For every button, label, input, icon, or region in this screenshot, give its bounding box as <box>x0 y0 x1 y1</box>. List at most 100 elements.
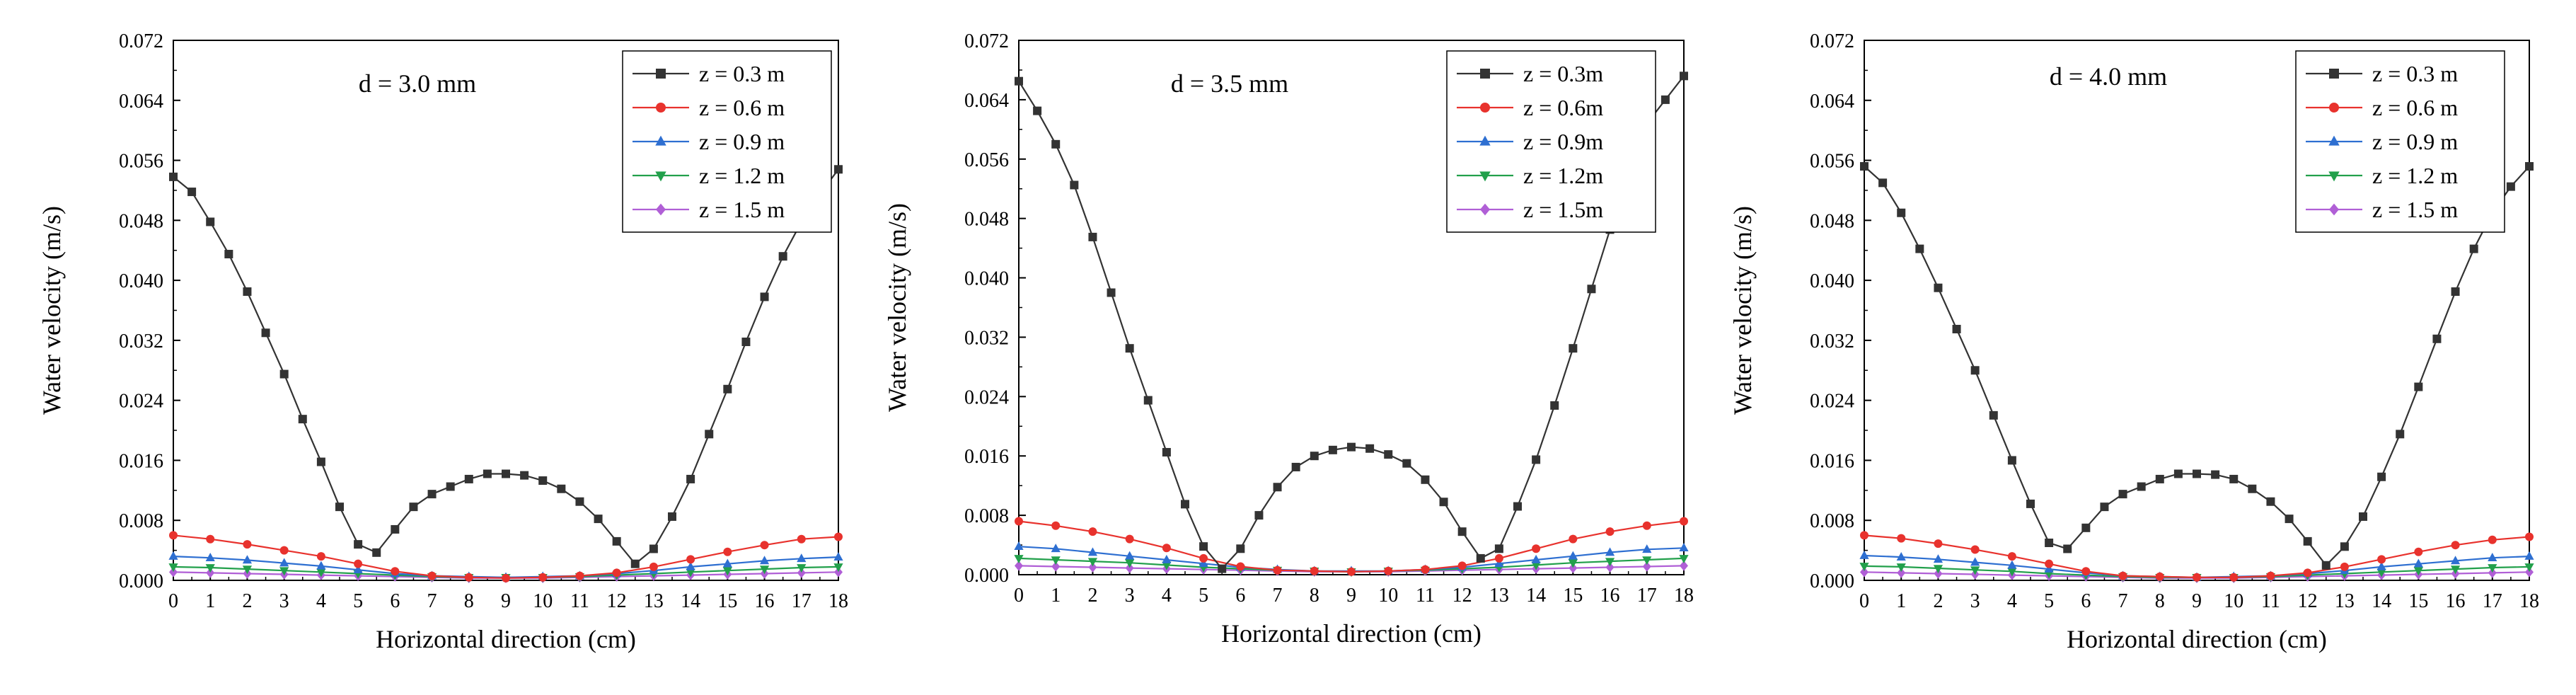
x-tick-label: 12 <box>1452 585 1472 607</box>
data-point <box>1860 531 1869 540</box>
data-point <box>2488 535 2497 544</box>
y-tick-label: 0.048 <box>1810 210 1854 232</box>
data-point <box>759 556 770 565</box>
data-point <box>1015 517 1023 526</box>
legend-marker <box>1479 171 1491 182</box>
data-point <box>1162 554 1172 563</box>
data-point <box>1680 561 1688 571</box>
data-point <box>354 540 363 549</box>
legend-label: z = 0.6 m <box>2372 95 2458 120</box>
x-tick-label: 18 <box>2519 590 2539 612</box>
data-point <box>2045 539 2054 548</box>
data-point <box>2229 573 2239 582</box>
data-point <box>2007 552 2016 561</box>
data-point <box>279 369 289 379</box>
data-point <box>759 565 770 575</box>
data-point <box>797 568 806 578</box>
y-tick-label: 0.024 <box>119 391 163 413</box>
data-point <box>1015 561 1023 571</box>
data-point <box>2359 512 2367 521</box>
x-tick-label: 13 <box>1489 585 1509 607</box>
legend-marker <box>656 203 666 216</box>
data-point <box>612 568 621 578</box>
legend-marker <box>656 69 666 79</box>
data-point <box>427 490 437 499</box>
data-point <box>2376 561 2386 570</box>
chart-panel-1: 0 1 2 3 4 5 6 7 8 9 10 11 12 13 14 15 16 17 180.0000.0080.… <box>37 30 848 653</box>
y-tick-label: 0.040 <box>1810 270 1854 292</box>
data-point <box>316 552 325 561</box>
data-point <box>169 531 178 540</box>
series-line <box>1018 520 1685 573</box>
data-point <box>261 328 270 338</box>
data-point <box>2081 523 2091 532</box>
data-point <box>2248 484 2257 493</box>
data-point <box>2525 162 2534 171</box>
x-tick-label: 18 <box>828 590 848 612</box>
data-point <box>575 497 584 506</box>
data-point <box>1878 178 1888 188</box>
legend-marker <box>655 171 666 182</box>
diameter-annotation: d = 3.0 mm <box>359 69 476 98</box>
data-point <box>686 568 695 578</box>
data-point <box>520 471 529 480</box>
data-point <box>557 484 566 493</box>
data-point <box>2451 541 2460 550</box>
data-point <box>1859 563 1869 572</box>
data-point <box>2007 568 2017 577</box>
x-tick-label: 4 <box>2007 590 2017 612</box>
x-tick-label: 12 <box>2298 590 2318 612</box>
data-point <box>2414 547 2423 556</box>
x-tick-label: 16 <box>2446 590 2466 612</box>
data-point <box>1568 551 1578 560</box>
x-tick-label: 11 <box>1416 585 1435 607</box>
x-tick-label: 17 <box>792 590 812 612</box>
x-tick-label: 3 <box>1125 585 1135 607</box>
data-point <box>2063 544 2072 553</box>
series-z-0.6m <box>1015 517 1688 576</box>
data-point <box>760 292 769 301</box>
data-point <box>722 558 732 568</box>
data-point <box>1532 544 1541 553</box>
data-point <box>1070 180 1079 190</box>
y-tick-label: 0.032 <box>964 327 1009 349</box>
data-point <box>723 547 732 556</box>
data-point <box>1291 462 1300 471</box>
data-point <box>1587 285 1596 294</box>
data-point <box>2266 497 2275 506</box>
data-point <box>1236 544 1245 553</box>
legend-label: z = 0.6m <box>1523 95 1603 120</box>
data-point <box>2376 568 2386 578</box>
data-point <box>612 536 621 546</box>
series-line <box>1864 534 2530 578</box>
data-point <box>1897 534 1906 543</box>
data-point <box>1125 551 1135 560</box>
data-point <box>391 567 400 576</box>
y-tick-label: 0.016 <box>1810 450 1854 472</box>
data-point <box>2045 559 2054 568</box>
data-point <box>1199 553 1208 563</box>
x-tick-label: 15 <box>717 590 737 612</box>
legend-label: z = 0.3m <box>1523 61 1603 86</box>
data-point <box>1273 565 1282 575</box>
data-point <box>169 567 178 578</box>
data-point <box>1162 447 1171 456</box>
legend: z = 0.3 m z = 0.6 m z = 0.9 m z = 1.2 m z = … <box>2295 50 2505 233</box>
data-point <box>1218 564 1227 573</box>
data-point <box>2450 565 2461 575</box>
series-z-0.6-m <box>1860 531 2534 582</box>
data-point <box>2303 568 2312 578</box>
data-point <box>1347 442 1356 452</box>
data-point <box>206 568 215 578</box>
data-point <box>1897 208 1906 217</box>
legend-label: z = 0.6 m <box>699 95 785 120</box>
data-point <box>205 553 215 562</box>
data-point <box>723 384 732 394</box>
data-point <box>668 512 676 521</box>
x-tick-label: 8 <box>464 590 474 612</box>
data-point <box>1033 106 1042 115</box>
data-point <box>1642 561 1651 572</box>
y-tick-label: 0.008 <box>119 510 163 532</box>
data-point <box>686 474 695 483</box>
data-point <box>1896 551 1906 561</box>
